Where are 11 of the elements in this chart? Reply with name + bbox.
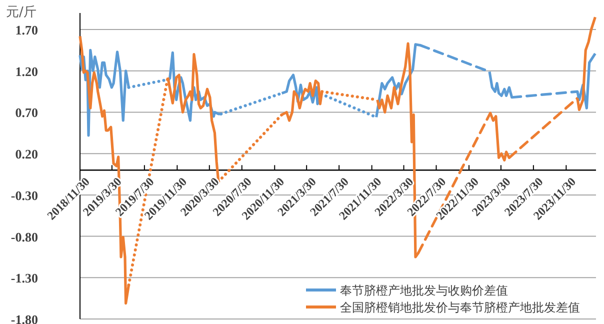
legend-label: 全国脐橙销地批发价与奉节脐橙产地批发差值 xyxy=(340,300,580,314)
y-tick-label: -1.30 xyxy=(10,270,38,286)
y-axis-title: 元/斤 xyxy=(6,5,36,20)
y-tick-label: 1.20 xyxy=(15,64,38,79)
y-tick-label: 0.70 xyxy=(15,105,38,120)
y-tick-label: -0.30 xyxy=(10,188,38,203)
y-tick-label: -1.80 xyxy=(10,312,38,324)
y-tick-label: -0.80 xyxy=(10,229,38,244)
y-tick-label: 0.20 xyxy=(15,146,38,162)
legend-label: 奉节脐橙产地批发与收购价差值 xyxy=(340,284,508,298)
y-tick-label: 1.70 xyxy=(15,22,38,38)
